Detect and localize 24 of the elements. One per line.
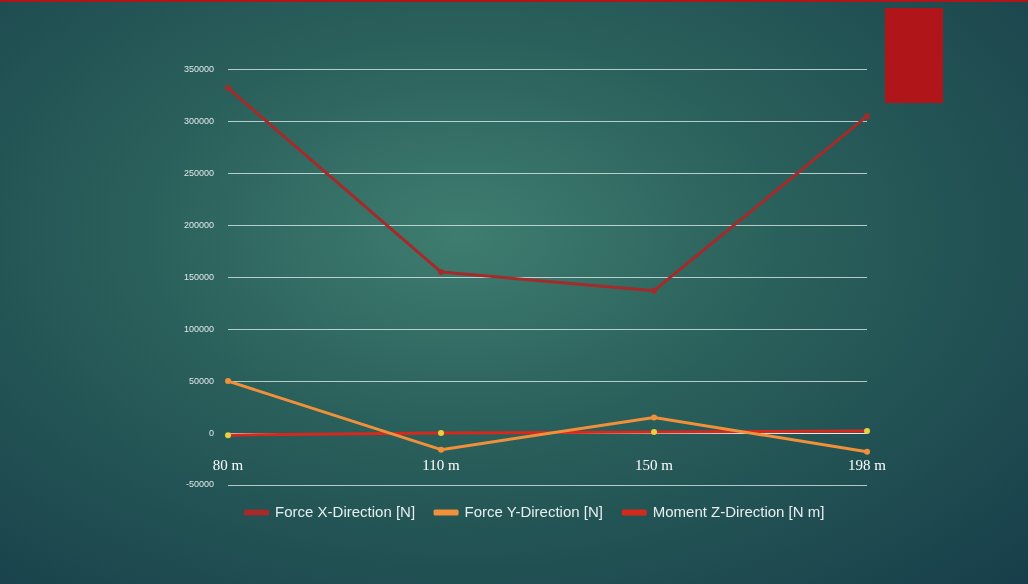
point (864, 448, 871, 455)
x-tick-label: 198 m (848, 456, 887, 473)
y-tick-label: 350000 (183, 63, 215, 74)
point (651, 287, 658, 294)
y-tick-label: -50000 (186, 479, 215, 490)
point (225, 85, 232, 92)
y-tick-label: 100000 (183, 323, 215, 334)
y-tick-label: 150000 (183, 271, 215, 282)
point (438, 269, 445, 276)
point (864, 113, 871, 120)
point (651, 414, 658, 421)
y-tick-label: 300000 (183, 115, 215, 126)
legend-label: Force Y-Direction [N] (464, 502, 603, 520)
x-tick-label: 150 m (635, 456, 674, 473)
point (438, 446, 445, 453)
y-tick-label: 0 (209, 427, 215, 438)
x-tick-label: 110 m (422, 456, 461, 473)
legend-label: Moment Z-Direction [N m] (652, 502, 825, 520)
y-tick-label: 200000 (183, 219, 215, 230)
point (225, 378, 232, 385)
y-tick-label: 250000 (183, 167, 215, 178)
x-tick-label: 80 m (212, 456, 244, 473)
legend-label: Force X-Direction [N] (275, 502, 416, 520)
y-tick-label: 50000 (189, 375, 215, 386)
